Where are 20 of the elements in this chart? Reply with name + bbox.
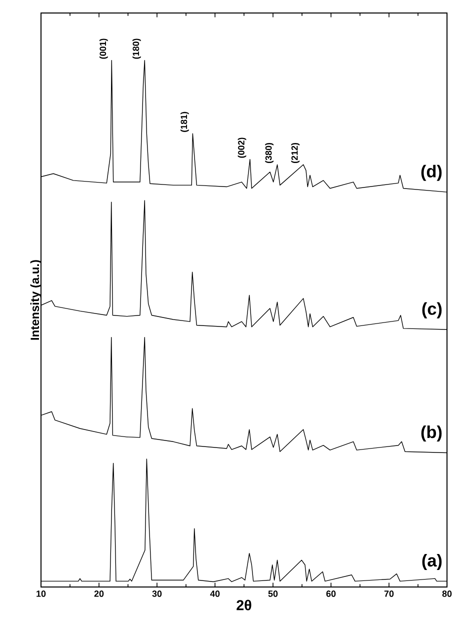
series-label: (d)	[421, 164, 442, 181]
x-tick-label: 40	[210, 590, 220, 597]
annotation: (181)	[180, 112, 189, 132]
series-label: (b)	[421, 426, 442, 442]
annotation: (212)	[291, 142, 300, 164]
x-tick-label: 20	[94, 590, 104, 597]
annotation: (001)	[99, 38, 108, 59]
y-axis-title: Intensity (a.u.)	[30, 260, 42, 340]
annotation: (180)	[132, 38, 141, 59]
x-tick-label: 70	[384, 590, 394, 597]
x-tick-label: 50	[268, 590, 278, 597]
x-axis-title: 2θ	[236, 600, 252, 610]
x-tick-label: 80	[442, 590, 452, 597]
x-tick-label: 30	[152, 590, 162, 597]
series-label: (c)	[422, 302, 442, 318]
series-label: (a)	[422, 554, 442, 570]
annotation: (380)	[265, 142, 274, 164]
x-tick-label: 60	[326, 590, 336, 597]
annotation: (002)	[238, 138, 246, 158]
x-tick-label: 10	[36, 590, 46, 597]
